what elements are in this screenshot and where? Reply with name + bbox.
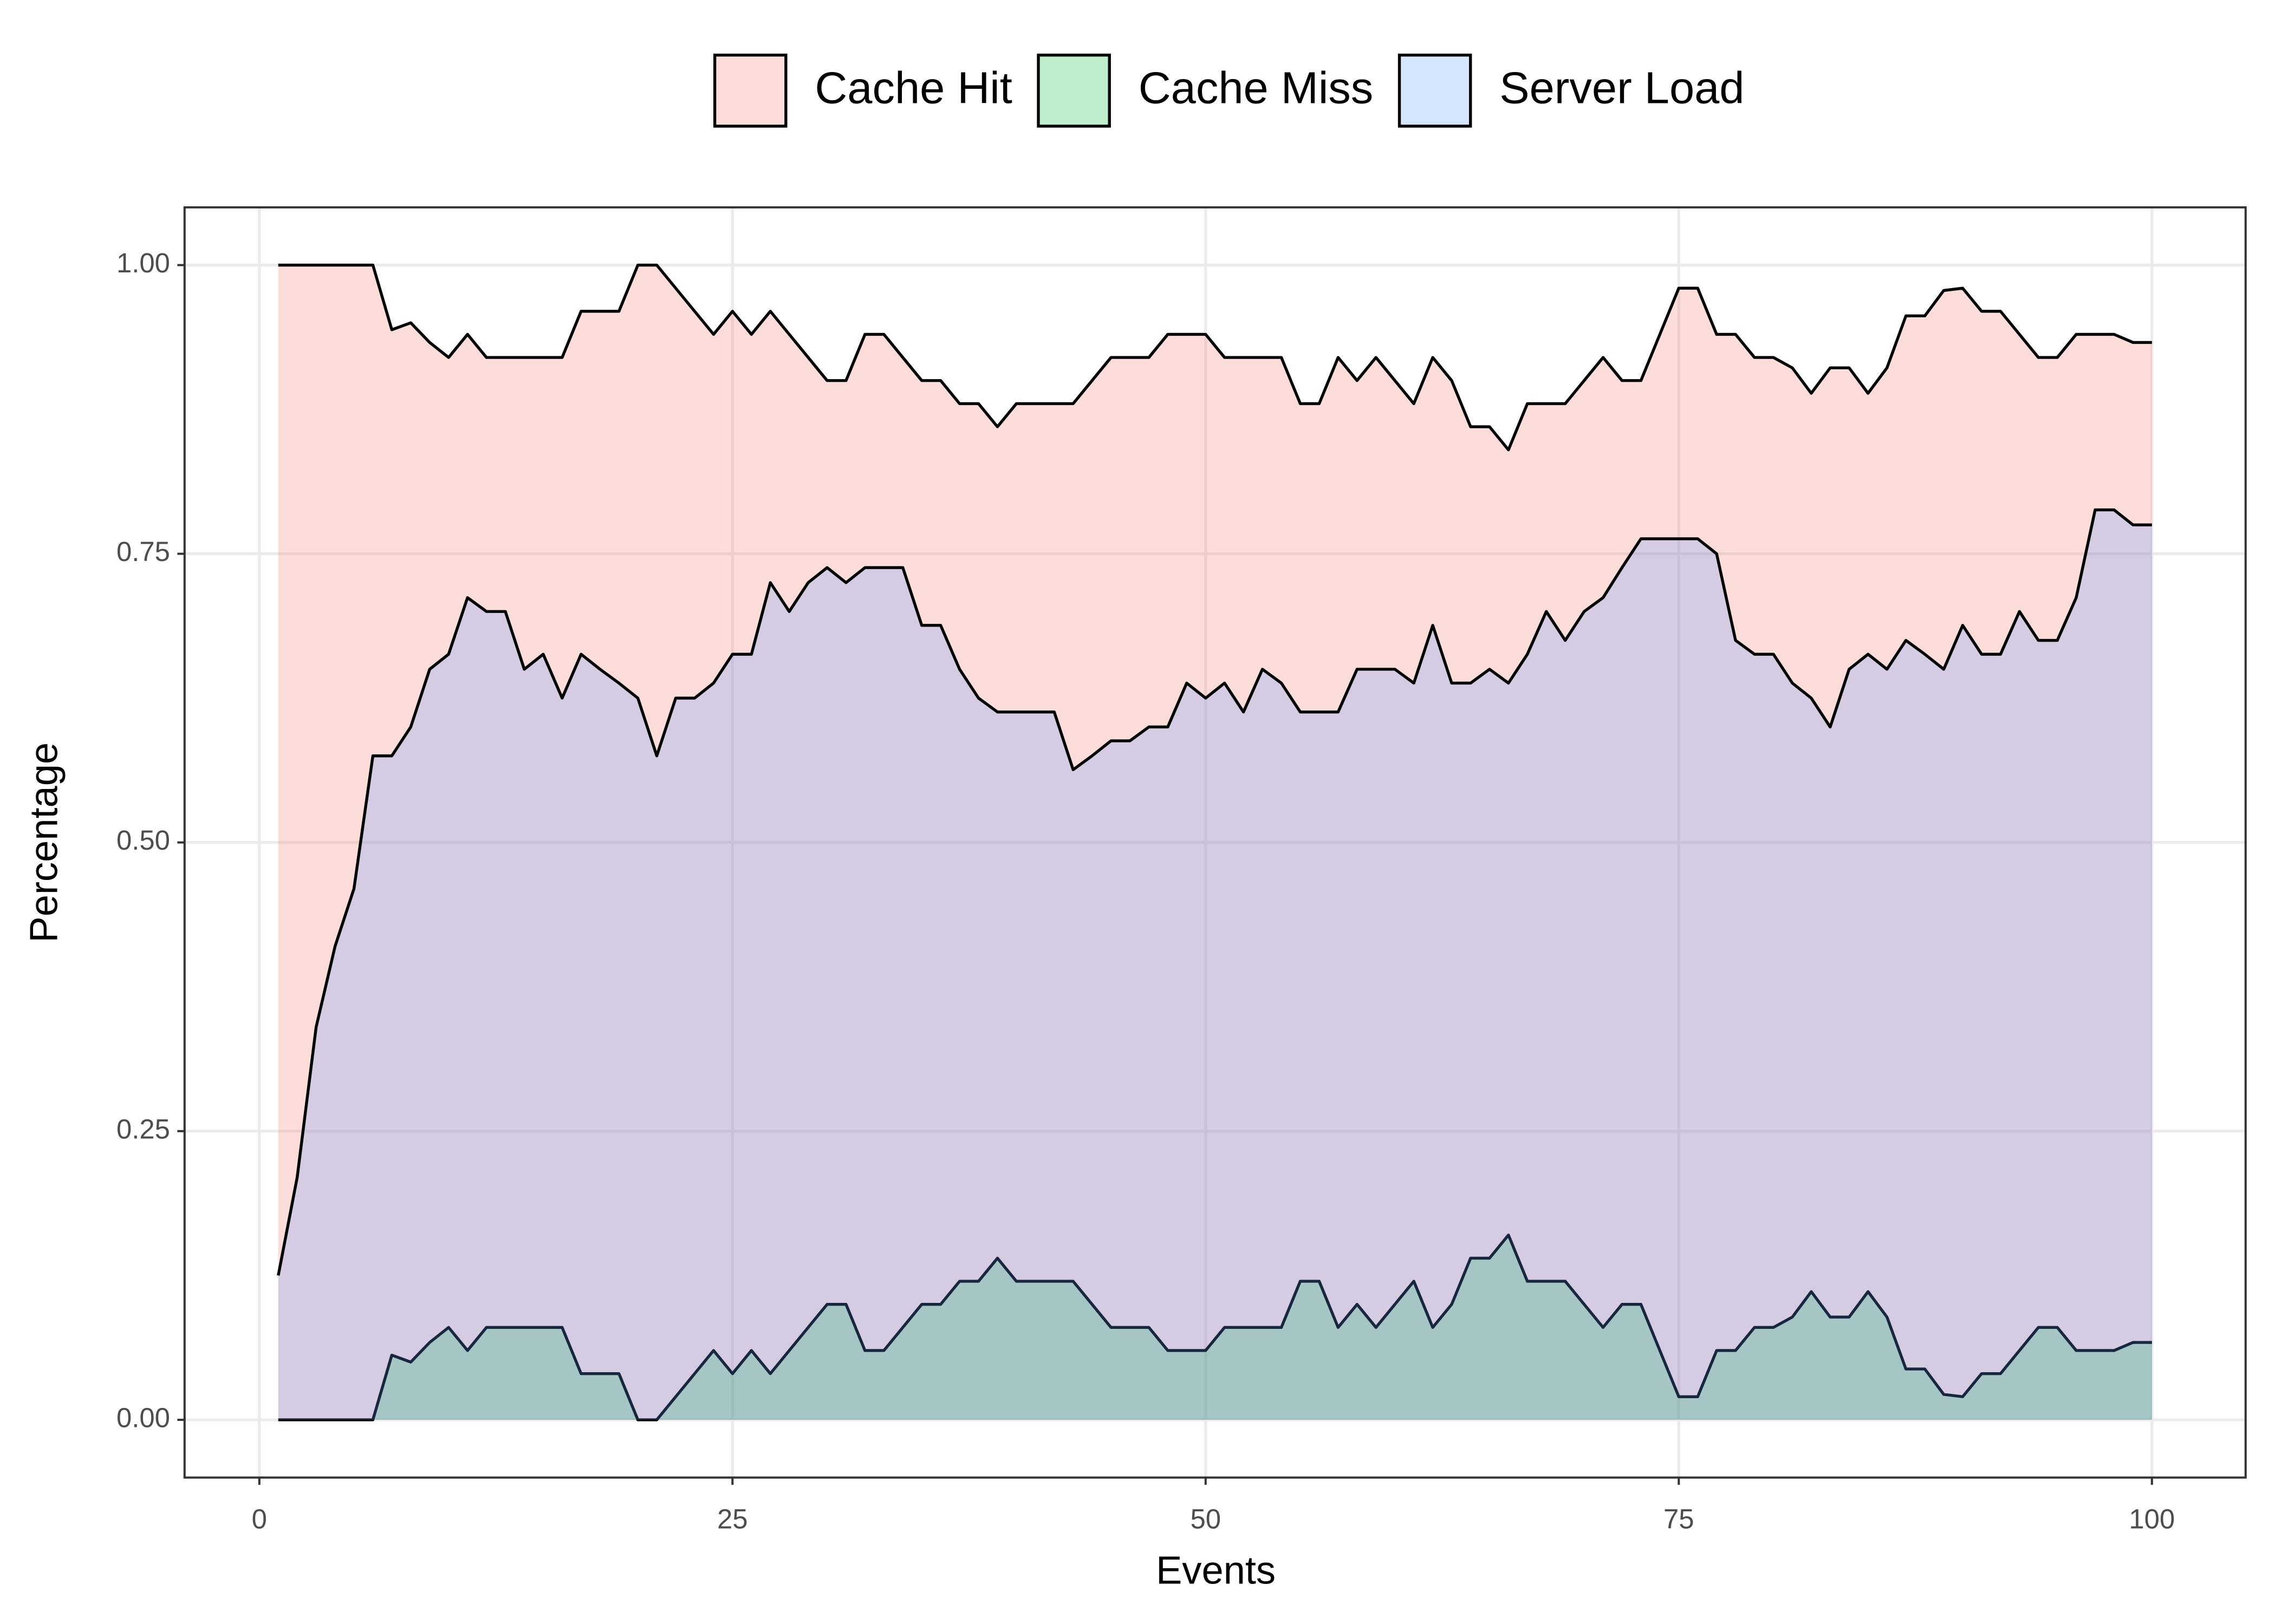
- y-tick-label: 0.75: [116, 536, 170, 567]
- x-axis-title: Events: [1156, 1549, 1276, 1592]
- grid: [184, 207, 2246, 1478]
- y-tick-label: 1.00: [116, 247, 170, 278]
- legend-key: [713, 54, 788, 128]
- x-tick-label: 100: [2129, 1503, 2175, 1534]
- legend-key: [1037, 54, 1111, 128]
- legend-label: Cache Hit: [815, 63, 1012, 113]
- y-tick-label: 0.00: [116, 1402, 170, 1433]
- legend-label: Server Load: [1499, 63, 1744, 113]
- area-fill: [278, 1235, 2152, 1420]
- legend-key: [1398, 54, 1472, 128]
- x-tick-label: 50: [1190, 1503, 1221, 1534]
- area-line: [277, 508, 2152, 1276]
- area-line: [278, 263, 2152, 452]
- y-tick-label: 0.25: [116, 1113, 170, 1144]
- x-tick-label: 25: [717, 1503, 748, 1534]
- area-line: [278, 1234, 2152, 1421]
- axes: 0.00 0.25 0.50 0.75 1.00 0 25 50 75 100: [116, 247, 2175, 1534]
- legend-label: Cache Miss: [1139, 63, 1374, 113]
- y-tick-label: 0.50: [116, 825, 170, 856]
- areas: [277, 263, 2152, 1421]
- x-tick-label: 0: [252, 1503, 267, 1534]
- area-fill: [278, 510, 2152, 1420]
- area-fill: [278, 265, 2152, 1420]
- x-tick-label: 75: [1663, 1503, 1694, 1534]
- legend: Cache Hit Cache Miss Server Load: [713, 54, 1744, 128]
- y-axis-title: Percentage: [22, 742, 66, 943]
